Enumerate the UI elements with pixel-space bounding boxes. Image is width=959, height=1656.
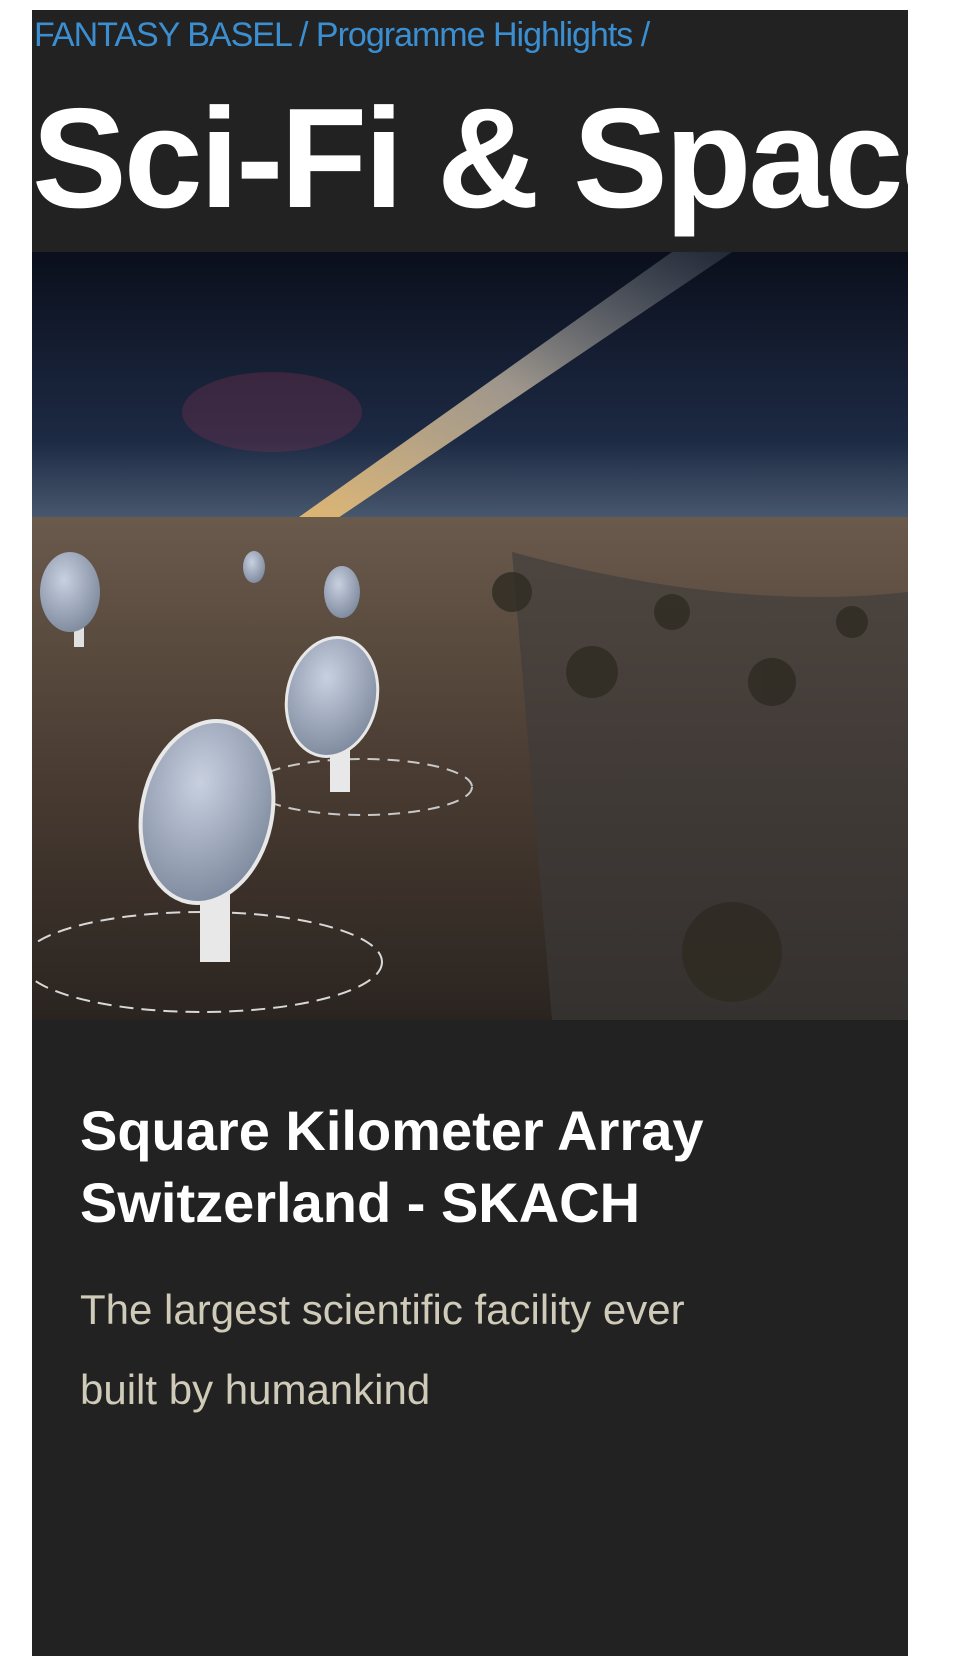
card-description: The largest scientific facility ever bui… (80, 1270, 685, 1430)
card-title[interactable]: Square Kilometer Array Switzerland - SKA… (80, 1095, 704, 1239)
dishes (40, 551, 380, 962)
trees (492, 572, 868, 1002)
milky-way (292, 252, 732, 522)
card-title-line: Switzerland - SKACH (80, 1171, 641, 1234)
card-title-line: Square Kilometer Array (80, 1099, 704, 1162)
dish-ring (251, 758, 473, 816)
breadcrumb[interactable]: FANTASY BASEL / Programme Highlights / (34, 16, 650, 54)
sky (32, 252, 908, 522)
card-description-line: built by humankind (80, 1366, 431, 1413)
hero-image (32, 252, 908, 1020)
page-panel: FANTASY BASEL / Programme Highlights / S… (32, 10, 908, 1656)
card-description-line: The largest scientific facility ever (80, 1286, 685, 1333)
page-title: Sci-Fi & Space (32, 79, 908, 238)
nebula (182, 372, 362, 452)
